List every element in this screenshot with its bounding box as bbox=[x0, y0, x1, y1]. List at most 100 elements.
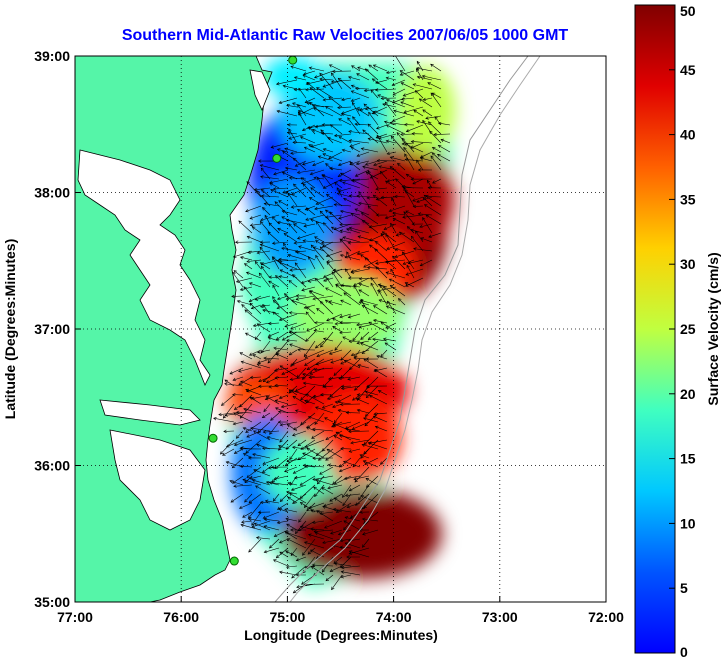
velocity-arrow bbox=[363, 259, 379, 268]
velocity-arrow-head bbox=[384, 101, 389, 106]
velocity-arrow-head bbox=[258, 384, 262, 388]
velocity-arrow bbox=[358, 191, 370, 207]
velocity-arrow-head bbox=[365, 477, 370, 481]
velocity-arrow bbox=[274, 529, 289, 537]
velocity-arrow bbox=[352, 421, 370, 430]
velocity-arrow-head bbox=[402, 251, 406, 256]
velocity-arrow bbox=[356, 73, 370, 81]
velocity-arrow bbox=[337, 394, 352, 403]
velocity-arrow bbox=[268, 385, 280, 388]
velocity-arrow-head bbox=[340, 575, 344, 579]
velocity-arrow-head bbox=[325, 215, 329, 219]
velocity-arrow bbox=[389, 205, 406, 212]
velocity-arrow bbox=[294, 241, 307, 244]
velocity-arrow-head bbox=[401, 142, 405, 146]
velocity-arrow bbox=[390, 156, 406, 162]
velocity-arrow-head bbox=[246, 474, 251, 478]
velocity-arrow bbox=[265, 500, 280, 504]
velocity-arrow bbox=[316, 308, 325, 315]
velocity-arrow bbox=[332, 423, 352, 432]
velocity-arrow bbox=[349, 160, 361, 165]
velocity-arrow-head bbox=[268, 481, 273, 485]
velocity-arrow-head bbox=[293, 223, 297, 227]
y-tick-label: 38:00 bbox=[34, 185, 70, 201]
velocity-arrow-head bbox=[326, 261, 330, 265]
velocity-arrow bbox=[262, 412, 271, 418]
velocity-arrow bbox=[315, 255, 325, 270]
velocity-arrow bbox=[329, 64, 343, 72]
velocity-arrow bbox=[343, 520, 361, 531]
velocity-arrow bbox=[331, 271, 343, 288]
velocity-arrow bbox=[373, 412, 388, 415]
velocity-arrow bbox=[284, 148, 298, 153]
velocity-arrow-head bbox=[331, 586, 335, 591]
velocity-arrow-head bbox=[332, 404, 336, 408]
velocity-arrow-head bbox=[325, 163, 329, 167]
shelf-break-contour-2 bbox=[289, 56, 541, 602]
velocity-arrow-head bbox=[323, 278, 327, 282]
velocity-arrow bbox=[424, 204, 442, 216]
velocity-arrow-head bbox=[363, 451, 367, 455]
velocity-arrow-head bbox=[340, 565, 345, 570]
velocity-arrow bbox=[363, 430, 379, 445]
velocity-arrow bbox=[281, 403, 298, 408]
velocity-arrow bbox=[248, 518, 262, 522]
velocity-arrow-head bbox=[262, 303, 266, 308]
velocity-arrow bbox=[361, 502, 370, 510]
velocity-arrow bbox=[270, 412, 280, 421]
velocity-arrow-head bbox=[348, 429, 352, 434]
velocity-arrow bbox=[315, 479, 334, 486]
velocity-arrow bbox=[271, 142, 289, 148]
velocity-arrow-head bbox=[297, 528, 302, 532]
velocity-arrow-head bbox=[294, 530, 299, 535]
velocity-arrow bbox=[302, 373, 316, 378]
velocity-arrow-head bbox=[337, 173, 342, 177]
velocity-arrow bbox=[268, 322, 280, 324]
velocity-arrow-head bbox=[325, 457, 329, 461]
velocity-arrow bbox=[294, 77, 307, 81]
velocity-arrow bbox=[284, 508, 298, 513]
velocity-arrow bbox=[257, 358, 271, 364]
velocity-arrow-head bbox=[359, 454, 364, 458]
velocity-arrow-head bbox=[436, 153, 441, 157]
velocity-arrow bbox=[234, 439, 253, 446]
velocity-arrow bbox=[248, 493, 262, 504]
velocity-arrow-head bbox=[250, 306, 255, 310]
velocity-arrow-head bbox=[247, 517, 252, 521]
velocity-arrow bbox=[373, 111, 388, 117]
velocity-arrow-head bbox=[295, 294, 300, 298]
velocity-arrow bbox=[330, 358, 343, 364]
velocity-arrow-head bbox=[263, 202, 268, 206]
velocity-arrow-head bbox=[414, 90, 419, 94]
velocity-arrow bbox=[348, 76, 361, 81]
x-tick-label: 76:00 bbox=[163, 609, 199, 625]
velocity-arrow bbox=[387, 178, 397, 182]
velocity-arrow-head bbox=[312, 477, 316, 481]
velocity-arrow-head bbox=[430, 155, 434, 159]
velocity-arrow-head bbox=[331, 317, 336, 321]
velocity-arrow-head bbox=[420, 237, 425, 241]
velocity-arrow bbox=[341, 565, 361, 569]
velocity-patch bbox=[263, 437, 334, 508]
velocity-arrow-head bbox=[233, 450, 238, 454]
velocity-arrow bbox=[425, 115, 442, 119]
velocity-arrow-head bbox=[275, 275, 279, 279]
velocity-arrow bbox=[340, 254, 361, 261]
velocity-arrow-head bbox=[419, 224, 423, 229]
velocity-arrow-head bbox=[335, 431, 340, 435]
velocity-arrow-head bbox=[358, 201, 362, 206]
velocity-arrow-head bbox=[289, 330, 293, 334]
velocity-arrow bbox=[423, 97, 433, 101]
velocity-arrow-head bbox=[365, 394, 370, 399]
velocity-arrow bbox=[293, 183, 307, 198]
velocity-arrow bbox=[405, 282, 415, 288]
velocity-arrow-head bbox=[341, 97, 345, 102]
velocity-arrow-head bbox=[278, 508, 283, 512]
velocity-arrow bbox=[403, 187, 415, 207]
x-tick-label: 72:00 bbox=[588, 609, 624, 625]
velocity-arrow bbox=[308, 502, 325, 509]
velocity-arrow-head bbox=[244, 499, 248, 503]
velocity-arrow-head bbox=[363, 441, 368, 446]
velocity-arrow bbox=[375, 241, 388, 252]
velocity-arrow bbox=[225, 412, 244, 416]
